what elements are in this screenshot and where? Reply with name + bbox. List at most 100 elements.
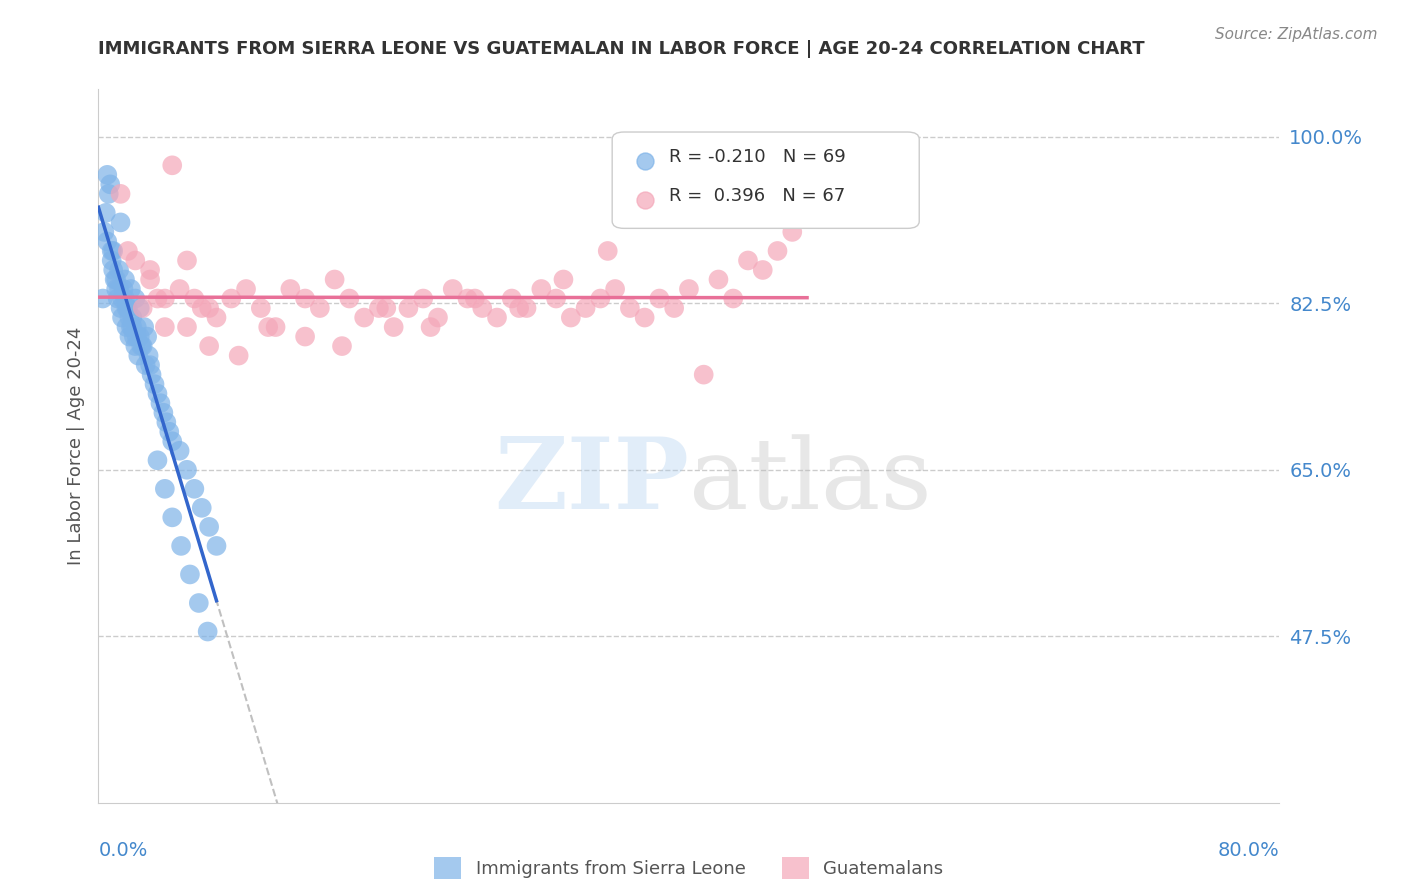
- Point: [98, 178, 121, 192]
- Point: [471, 301, 494, 315]
- Point: [464, 292, 486, 306]
- Point: [108, 282, 131, 296]
- Point: [294, 292, 316, 306]
- Point: [100, 244, 122, 258]
- Point: [170, 539, 193, 553]
- Point: [596, 244, 619, 258]
- Point: [546, 292, 568, 306]
- Point: [176, 463, 198, 477]
- Point: [179, 567, 201, 582]
- Point: [112, 282, 135, 296]
- FancyBboxPatch shape: [612, 132, 920, 228]
- Text: IMMIGRANTS FROM SIERRA LEONE VS GUATEMALAN IN LABOR FORCE | AGE 20-24 CORRELATIO: IMMIGRANTS FROM SIERRA LEONE VS GUATEMAL…: [98, 40, 1144, 58]
- Point: [105, 282, 128, 296]
- Point: [146, 386, 169, 401]
- Point: [105, 272, 128, 286]
- Point: [91, 292, 114, 306]
- Point: [412, 292, 434, 306]
- Point: [117, 301, 139, 315]
- Point: [456, 292, 478, 306]
- Point: [176, 320, 198, 334]
- Point: [129, 339, 152, 353]
- Point: [139, 263, 162, 277]
- Point: [353, 310, 375, 325]
- Point: [419, 320, 441, 334]
- Point: [191, 301, 214, 315]
- Point: [94, 206, 117, 220]
- Point: [198, 301, 221, 315]
- Point: [574, 301, 596, 315]
- Text: 80.0%: 80.0%: [1218, 841, 1279, 860]
- Point: [132, 339, 155, 353]
- Point: [125, 329, 148, 343]
- Point: [530, 282, 553, 296]
- Point: [183, 292, 205, 306]
- Point: [93, 225, 115, 239]
- Point: [120, 282, 142, 296]
- Point: [219, 292, 242, 306]
- Point: [153, 292, 176, 306]
- Point: [134, 320, 156, 334]
- Point: [103, 263, 125, 277]
- Point: [198, 520, 221, 534]
- Point: [124, 292, 146, 306]
- Point: [127, 349, 149, 363]
- Point: [323, 272, 346, 286]
- Point: [375, 301, 398, 315]
- Point: [155, 415, 177, 429]
- Text: R = -0.210   N = 69: R = -0.210 N = 69: [669, 148, 845, 166]
- Text: 0.0%: 0.0%: [98, 841, 148, 860]
- Point: [110, 215, 132, 229]
- Y-axis label: In Labor Force | Age 20-24: In Labor Force | Age 20-24: [66, 326, 84, 566]
- Legend: Immigrants from Sierra Leone, Guatemalans: Immigrants from Sierra Leone, Guatemalan…: [427, 850, 950, 887]
- Point: [115, 320, 138, 334]
- Point: [124, 339, 146, 353]
- Point: [146, 453, 169, 467]
- Point: [707, 272, 730, 286]
- Point: [441, 282, 464, 296]
- Point: [124, 253, 146, 268]
- Point: [264, 320, 287, 334]
- Point: [152, 406, 174, 420]
- Point: [515, 301, 537, 315]
- Point: [108, 263, 131, 277]
- Point: [135, 358, 157, 372]
- Point: [751, 263, 773, 277]
- Point: [368, 301, 391, 315]
- Point: [146, 292, 169, 306]
- Point: [508, 301, 530, 315]
- Point: [104, 272, 127, 286]
- Point: [96, 235, 118, 249]
- Point: [139, 358, 162, 372]
- Point: [678, 282, 700, 296]
- Point: [648, 292, 671, 306]
- Point: [103, 244, 125, 258]
- Point: [770, 277, 793, 292]
- Point: [339, 292, 360, 306]
- Point: [111, 310, 134, 325]
- Point: [382, 320, 405, 334]
- Text: Source: ZipAtlas.com: Source: ZipAtlas.com: [1215, 27, 1378, 42]
- Point: [560, 310, 582, 325]
- Point: [162, 158, 183, 172]
- Text: atlas: atlas: [689, 434, 932, 530]
- Point: [250, 301, 273, 315]
- Point: [114, 292, 136, 306]
- Point: [120, 320, 142, 334]
- Point: [100, 253, 122, 268]
- Point: [157, 425, 180, 439]
- Text: R =  0.396   N = 67: R = 0.396 N = 67: [669, 187, 845, 205]
- Point: [228, 349, 250, 363]
- Point: [169, 443, 191, 458]
- Point: [633, 310, 655, 325]
- Point: [191, 500, 214, 515]
- Point: [122, 329, 145, 343]
- Point: [553, 272, 575, 286]
- Point: [723, 292, 745, 306]
- Point: [128, 329, 150, 343]
- Point: [111, 292, 134, 306]
- Point: [138, 349, 160, 363]
- Point: [501, 292, 523, 306]
- Point: [278, 282, 302, 296]
- Point: [187, 596, 209, 610]
